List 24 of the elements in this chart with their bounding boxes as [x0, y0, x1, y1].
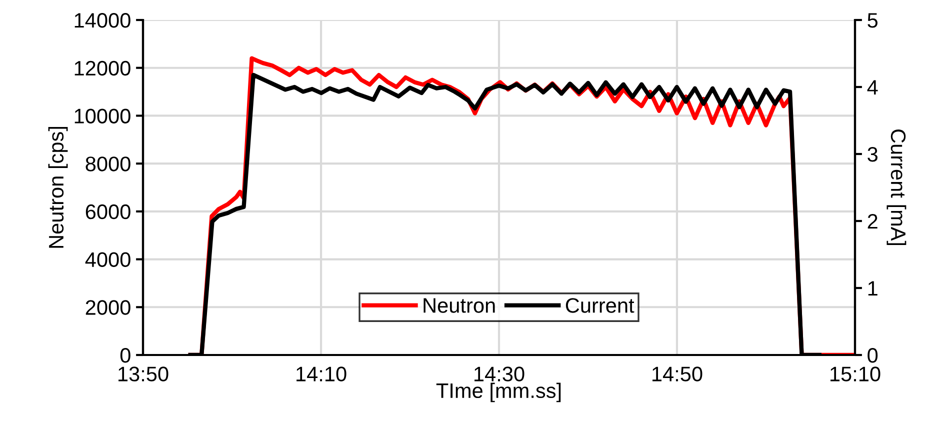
y2-tick-label: 0	[868, 348, 878, 363]
y2-axis-title: Current [mA]	[886, 130, 906, 246]
x-tick-label: 14:50	[652, 366, 702, 382]
x-tick-label: 14:30	[474, 366, 524, 382]
y-axis-title: Neutron [cps]	[48, 127, 68, 248]
y2-tick-label: 4	[867, 80, 878, 95]
y-tick-label: 10000	[74, 108, 130, 124]
y2-tick-label: 5	[868, 13, 878, 28]
x-axis-title: TIme [mm.ss]	[436, 382, 561, 402]
y-tick-label: 14000	[74, 13, 130, 28]
y-tick-label: 12000	[74, 60, 130, 76]
x-tick-label: 15:10	[830, 366, 880, 382]
y2-tick-label: 1	[868, 281, 878, 296]
x-tick-label: 13:50	[118, 366, 168, 382]
legend-label: Neutron	[424, 298, 495, 313]
x-tick-label: 14:10	[296, 366, 346, 382]
y2-tick-label: 2	[868, 214, 878, 229]
y2-tick-label: 3	[868, 147, 878, 162]
y-tick-label: 0	[120, 348, 130, 363]
legend-label: Current	[566, 298, 634, 313]
y-tick-label: 4000	[85, 252, 130, 268]
y-tick-label: 8000	[86, 156, 130, 172]
y-tick-label: 6000	[86, 204, 130, 220]
y-tick-label: 2000	[86, 300, 130, 315]
